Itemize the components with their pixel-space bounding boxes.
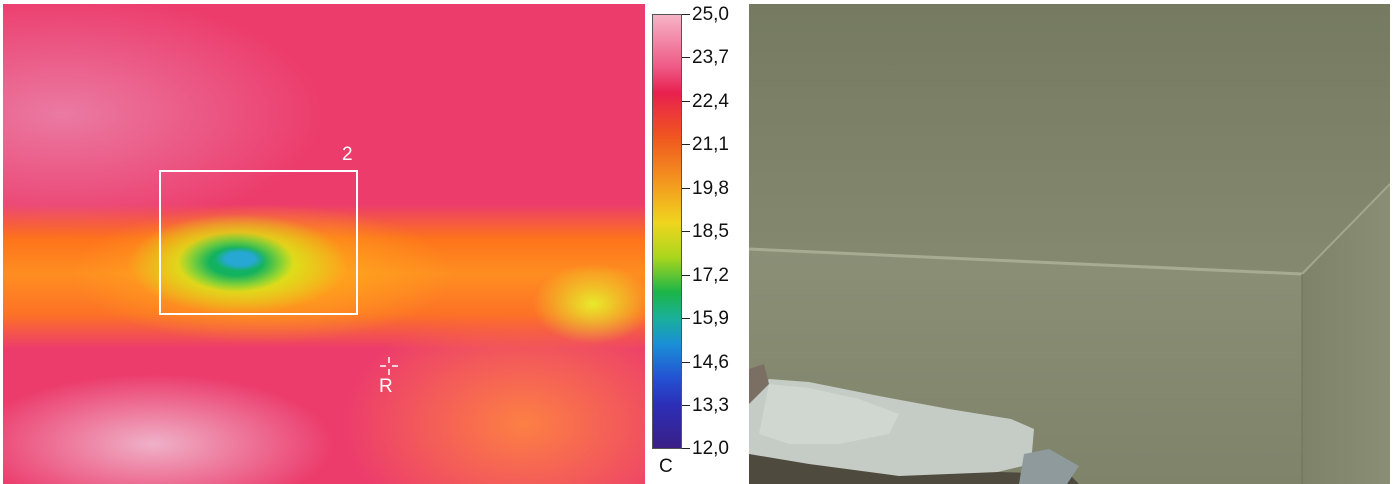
reference-crosshair-icon bbox=[380, 357, 398, 375]
scale-tick-label: 12,0 bbox=[692, 438, 729, 459]
scale-tick-label: 25,0 bbox=[692, 4, 729, 25]
scale-tick bbox=[682, 57, 690, 58]
scale-tick bbox=[682, 362, 690, 363]
scale-tick bbox=[682, 448, 690, 449]
scale-tick-label: 23,7 bbox=[692, 47, 729, 68]
ceiling-edge bbox=[749, 247, 1303, 276]
scale-tick bbox=[682, 231, 690, 232]
scale-tick bbox=[682, 318, 690, 319]
scale-tick-label: 21,1 bbox=[692, 134, 729, 155]
ceiling bbox=[749, 4, 1390, 274]
scale-tick bbox=[682, 275, 690, 276]
reference-point-label: R bbox=[379, 376, 393, 397]
scale-tick-label: 22,4 bbox=[692, 91, 729, 112]
temperature-scale-bar bbox=[652, 14, 682, 449]
scale-tick bbox=[682, 144, 690, 145]
thermal-image: 2 R bbox=[3, 4, 645, 484]
side-wall bbox=[1302, 184, 1390, 484]
scale-tick-label: 15,9 bbox=[692, 308, 729, 329]
furniture-edge bbox=[749, 364, 769, 404]
scale-tick-label: 14,6 bbox=[692, 352, 729, 373]
scale-tick bbox=[682, 101, 690, 102]
scale-tick-label: 13,3 bbox=[692, 395, 729, 416]
fabric-fold bbox=[1019, 449, 1079, 484]
measurement-box bbox=[159, 170, 358, 315]
visible-light-photo bbox=[749, 4, 1390, 484]
room-corner-photo bbox=[749, 4, 1390, 484]
corner-edge-upper bbox=[1301, 183, 1390, 275]
measurement-box-label: 2 bbox=[342, 144, 353, 165]
scale-tick bbox=[682, 405, 690, 406]
scale-tick-label: 17,2 bbox=[692, 265, 729, 286]
bed-edge bbox=[749, 454, 1079, 484]
scale-tick-label: 19,8 bbox=[692, 178, 729, 199]
scale-tick-label: 18,5 bbox=[692, 221, 729, 242]
scale-tick bbox=[682, 14, 690, 15]
scale-tick bbox=[682, 188, 690, 189]
scale-unit-label: C bbox=[659, 456, 673, 477]
fabric-highlight bbox=[759, 384, 899, 444]
